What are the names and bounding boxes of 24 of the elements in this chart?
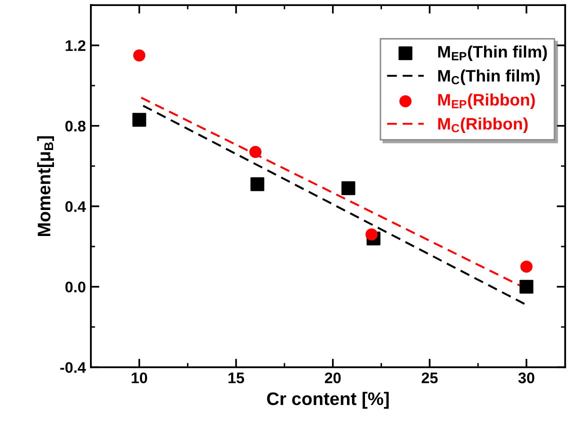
y-tick-label: 0.8 [65,120,86,132]
y-axis-title: Moment[μ$_{B}$] [37,136,54,236]
point [520,260,533,273]
legend-label: M$_{C}$(Thin film) [438,69,540,86]
point [133,49,146,62]
x-tick-label: 20 [324,372,341,384]
y-tick-label: -0.4 [60,362,86,373]
x-tick-label: 30 [518,372,534,384]
point [341,181,356,196]
x-axis-title: Cr content [%] [267,392,389,409]
y-tick-label: 0.0 [65,282,86,292]
y-tick-label: 1.2 [66,40,86,51]
point [132,112,146,127]
x-tick-label: 15 [228,372,244,384]
x-tick-label: 10 [132,372,148,384]
legend-label: M$_{EP}$(Ribbon) [438,93,535,110]
point [366,228,378,241]
x-tick-label: 25 [422,372,438,384]
point [250,177,264,192]
legend-label: M$_{EP}$(Thin film) [438,45,547,62]
legend-label: M$_{C}$(Ribbon) [438,117,528,134]
point [520,280,534,294]
point [249,146,262,158]
y-tick-label: 0.4 [65,201,86,212]
